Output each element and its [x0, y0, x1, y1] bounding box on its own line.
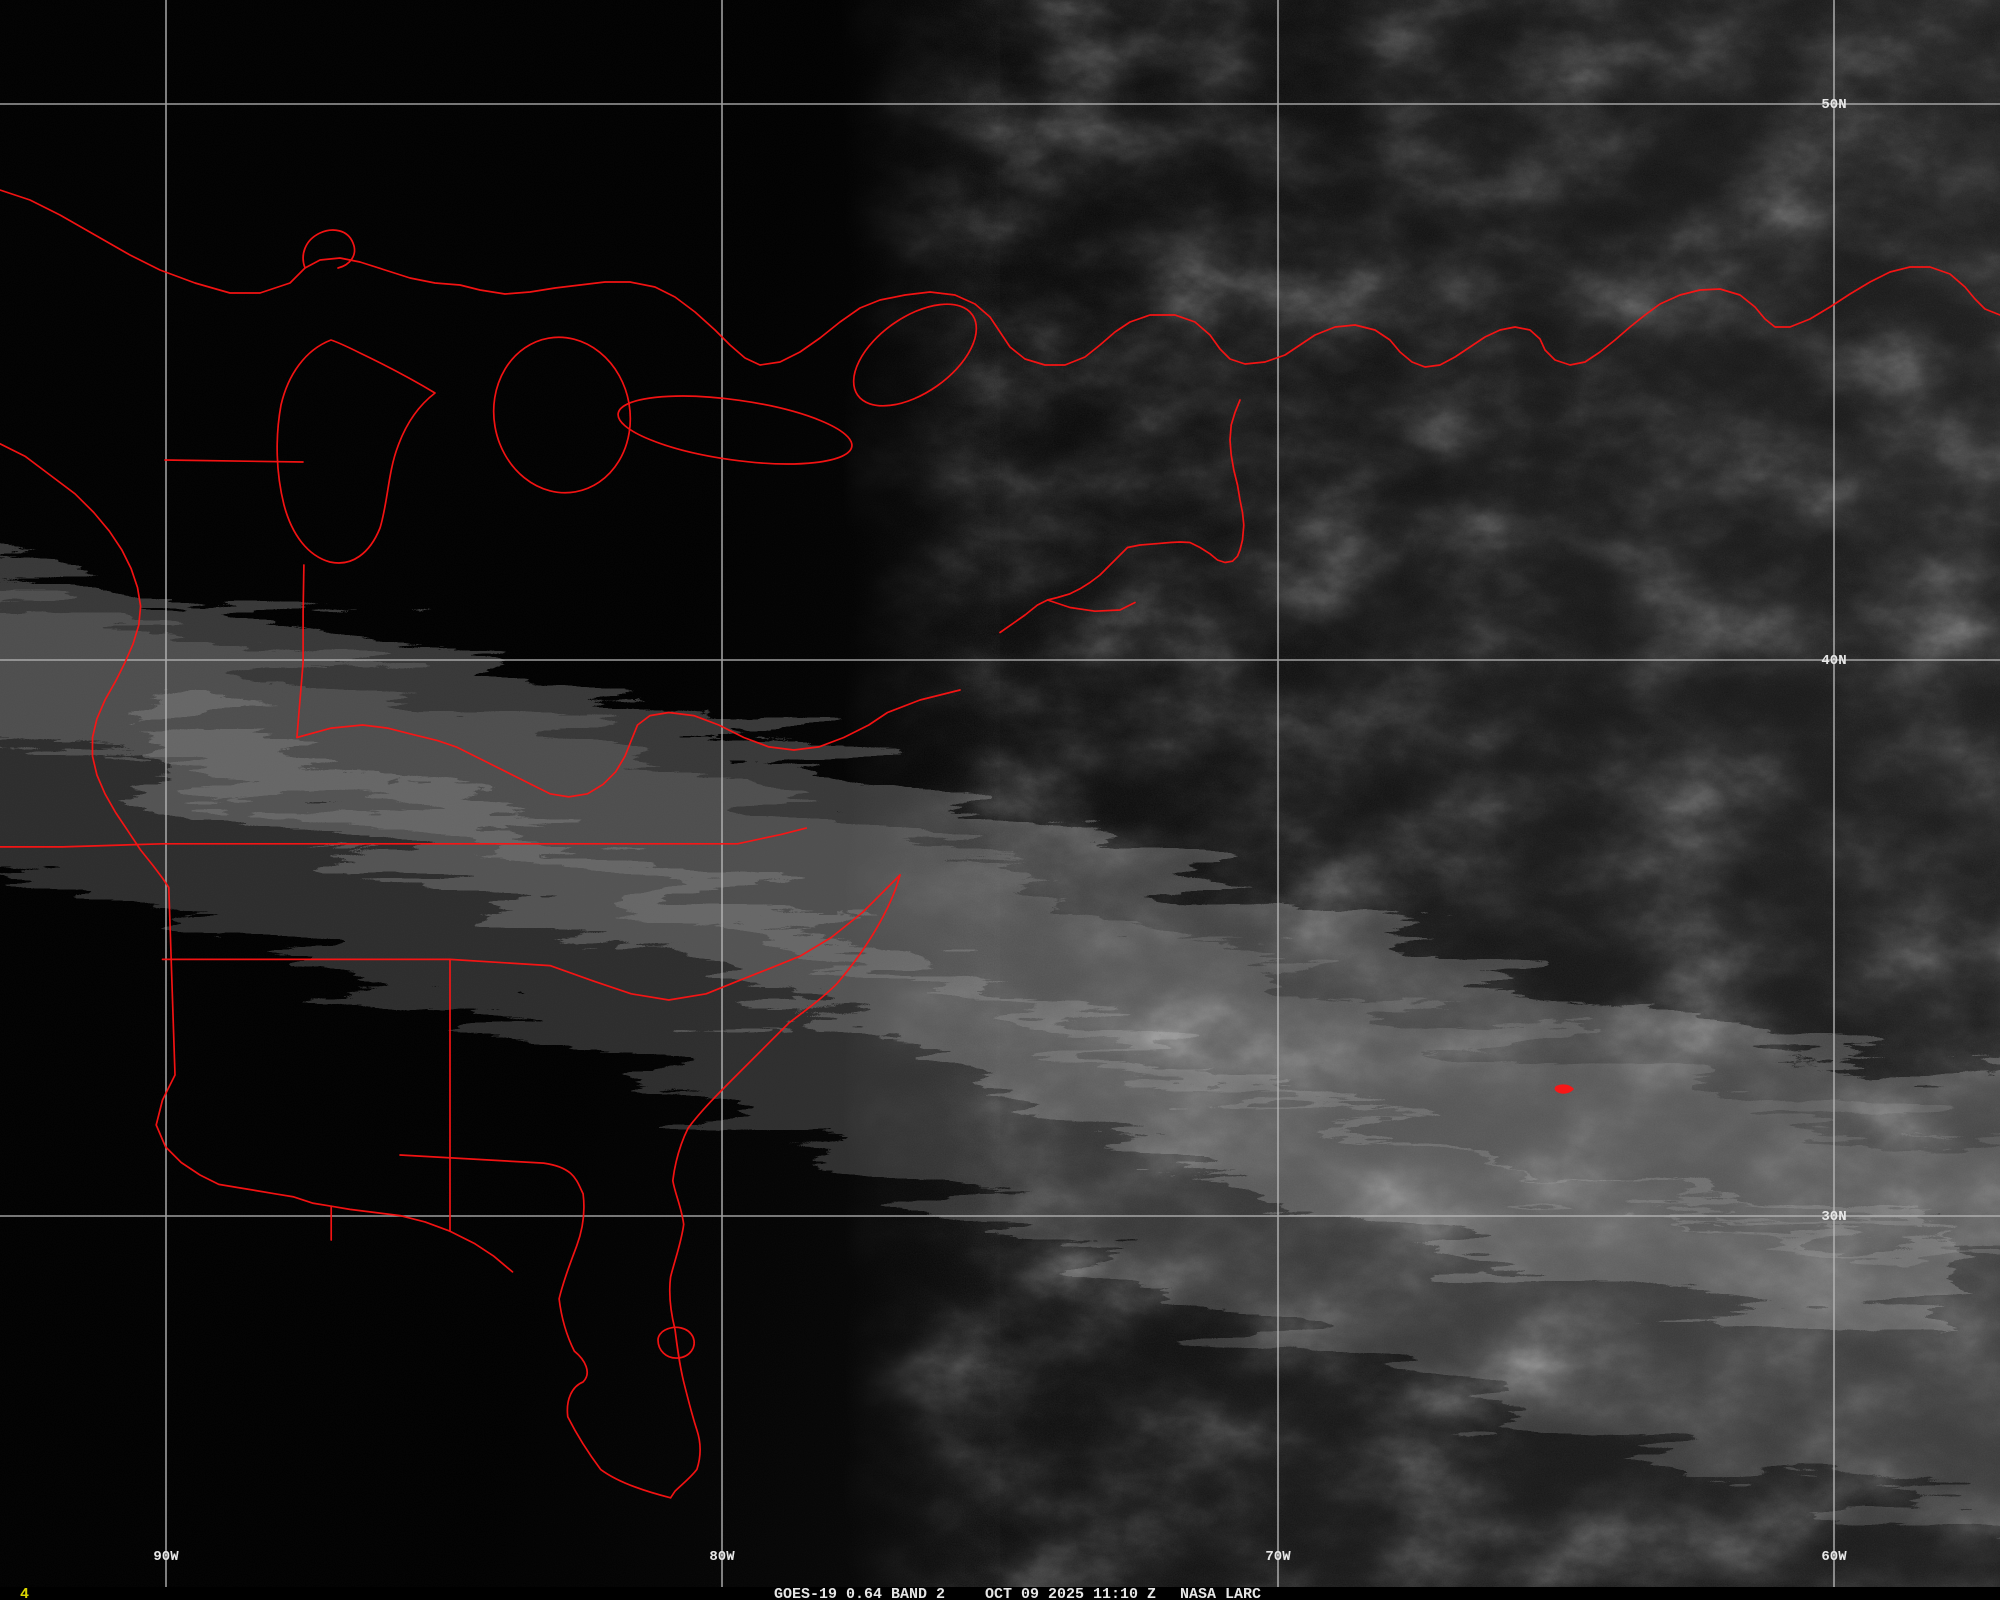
svg-text:50N: 50N — [1821, 97, 1846, 113]
svg-text:30N: 30N — [1821, 1209, 1846, 1225]
svg-text:80W: 80W — [709, 1549, 735, 1565]
svg-text:OCT 09 2025 11:10 Z: OCT 09 2025 11:10 Z — [985, 1586, 1156, 1600]
svg-text:70W: 70W — [1265, 1549, 1291, 1565]
svg-text:40N: 40N — [1821, 653, 1846, 669]
svg-text:90W: 90W — [153, 1549, 179, 1565]
svg-text:GOES-19 0.64 BAND 2: GOES-19 0.64 BAND 2 — [774, 1586, 945, 1600]
svg-text:NASA LARC: NASA LARC — [1180, 1586, 1261, 1600]
svg-text:4: 4 — [20, 1586, 29, 1600]
svg-text:60W: 60W — [1821, 1549, 1847, 1565]
